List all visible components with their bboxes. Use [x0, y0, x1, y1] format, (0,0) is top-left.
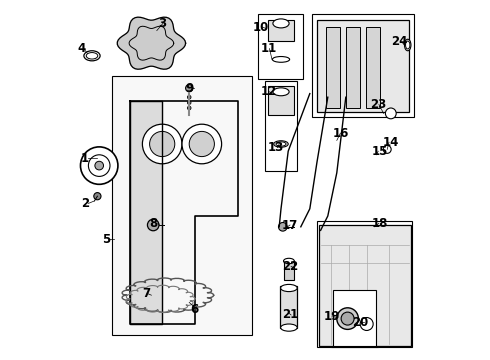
Circle shape [360, 318, 373, 330]
Circle shape [182, 124, 221, 164]
Ellipse shape [406, 41, 410, 49]
Circle shape [337, 308, 358, 329]
Circle shape [189, 131, 215, 157]
Text: 6: 6 [191, 303, 199, 316]
Bar [280, 286, 297, 328]
Text: 22: 22 [282, 260, 298, 273]
Text: 9: 9 [185, 82, 194, 95]
Bar [317, 20, 409, 112]
Text: 7: 7 [142, 287, 150, 300]
Circle shape [95, 161, 103, 170]
Polygon shape [130, 101, 238, 324]
Bar [319, 225, 411, 346]
Ellipse shape [281, 324, 297, 331]
Text: 20: 20 [352, 316, 368, 329]
Ellipse shape [273, 19, 289, 28]
Text: 2: 2 [81, 197, 89, 210]
Circle shape [80, 147, 118, 184]
Circle shape [88, 155, 110, 176]
Text: 16: 16 [332, 127, 348, 140]
Text: 24: 24 [392, 35, 408, 48]
Text: 4: 4 [77, 42, 85, 55]
Ellipse shape [383, 145, 391, 153]
Bar [312, 14, 414, 117]
Text: 15: 15 [372, 145, 388, 158]
Bar [346, 27, 360, 108]
Bar [333, 290, 376, 346]
Text: 14: 14 [383, 136, 399, 149]
Circle shape [187, 95, 191, 99]
Bar [265, 81, 297, 171]
Ellipse shape [273, 88, 289, 96]
Bar [258, 14, 303, 79]
Text: 19: 19 [323, 310, 340, 323]
Text: 10: 10 [253, 21, 270, 33]
Bar [331, 288, 378, 347]
Bar [269, 86, 294, 115]
Bar [326, 27, 341, 108]
Bar [269, 20, 294, 41]
Circle shape [187, 101, 191, 104]
Bar [366, 27, 380, 108]
Text: 21: 21 [282, 309, 298, 321]
Circle shape [187, 106, 191, 110]
Ellipse shape [276, 142, 286, 146]
Bar [284, 261, 294, 280]
Ellipse shape [281, 284, 297, 292]
Text: 5: 5 [102, 233, 111, 246]
Ellipse shape [86, 53, 98, 59]
Ellipse shape [386, 108, 396, 119]
Ellipse shape [284, 258, 294, 264]
Ellipse shape [84, 51, 100, 61]
Text: 12: 12 [260, 85, 276, 98]
Circle shape [278, 222, 287, 231]
Text: 18: 18 [372, 217, 388, 230]
Ellipse shape [404, 39, 411, 51]
Ellipse shape [274, 141, 288, 147]
Polygon shape [130, 101, 162, 324]
Circle shape [341, 312, 354, 325]
Ellipse shape [272, 57, 290, 62]
Text: 11: 11 [260, 42, 276, 55]
Circle shape [149, 131, 175, 157]
Text: 3: 3 [158, 17, 166, 30]
Bar [112, 76, 252, 335]
Text: 13: 13 [268, 141, 284, 154]
Circle shape [186, 85, 193, 92]
Circle shape [147, 219, 159, 231]
Circle shape [94, 193, 101, 200]
Text: 17: 17 [282, 219, 298, 231]
Text: 8: 8 [149, 217, 157, 230]
Polygon shape [117, 17, 186, 69]
Text: 1: 1 [81, 152, 89, 165]
Circle shape [143, 124, 182, 164]
Text: 23: 23 [370, 98, 386, 111]
Bar [317, 221, 413, 347]
